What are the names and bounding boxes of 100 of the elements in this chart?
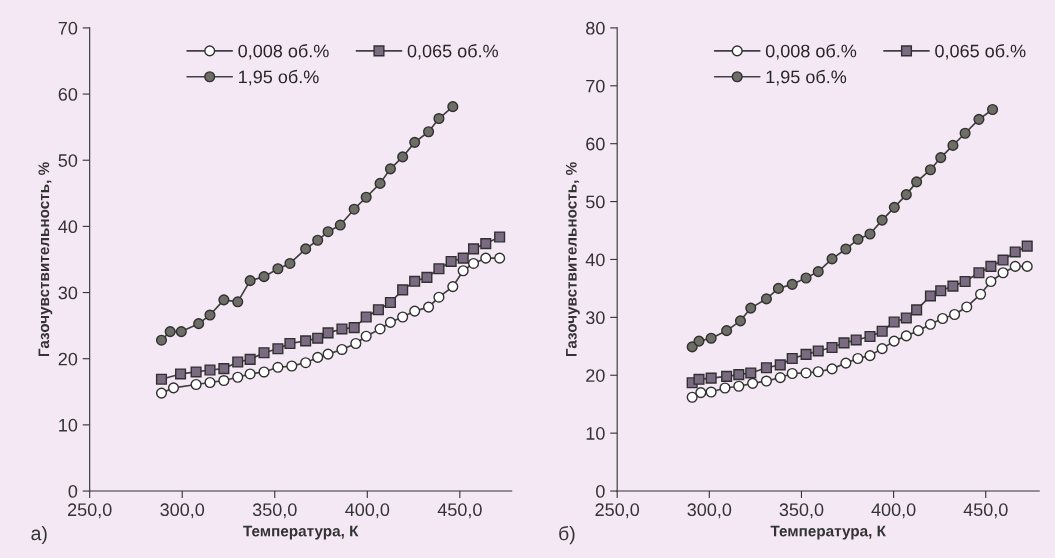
point (284, 257, 296, 269)
y-tick-label: 70 (586, 79, 605, 93)
x-axis-title: Температура, К (243, 525, 359, 540)
x-tick-label: 300,0 (687, 503, 732, 519)
point (800, 272, 812, 284)
point (348, 322, 360, 334)
point (155, 373, 168, 385)
point (480, 252, 492, 264)
point (745, 367, 757, 379)
x-tick-label: 450,0 (437, 503, 482, 519)
point (973, 267, 985, 279)
point (937, 312, 949, 325)
point (772, 282, 784, 294)
point (734, 315, 747, 327)
point (1021, 240, 1033, 252)
point (985, 275, 997, 288)
point (457, 252, 469, 264)
point (312, 351, 324, 363)
point (760, 293, 772, 305)
x-tick-label: 450,0 (963, 503, 1008, 519)
point (852, 352, 864, 365)
point (812, 266, 824, 278)
point (888, 201, 900, 213)
x-tick-label: 350,0 (252, 503, 297, 519)
point (876, 343, 888, 355)
point (447, 281, 459, 293)
point (494, 231, 506, 243)
point (888, 316, 900, 328)
point (1009, 246, 1021, 258)
x-axis-title: Температура, К (770, 525, 886, 540)
point (786, 278, 798, 290)
y-tick-label: 0 (68, 484, 78, 498)
point (911, 176, 923, 188)
point (786, 367, 798, 380)
point (360, 311, 372, 323)
point (947, 280, 959, 292)
point (244, 368, 256, 380)
point (733, 369, 745, 381)
legend-label: 1,95 об.% (766, 69, 847, 86)
point (812, 345, 824, 357)
point (300, 335, 312, 347)
x-tick-label: 300,0 (160, 503, 205, 519)
point (721, 325, 733, 337)
point (284, 337, 296, 350)
point (693, 335, 705, 347)
point (693, 373, 705, 385)
point (258, 366, 270, 378)
point (384, 296, 396, 309)
point (747, 377, 759, 389)
point (350, 337, 362, 350)
point (374, 323, 386, 335)
legend-label: 1,95 об.% (239, 69, 319, 86)
point (433, 291, 445, 303)
point (1021, 260, 1033, 272)
y-tick-label: 40 (585, 253, 605, 267)
point (997, 267, 1009, 279)
y-tick-label: 50 (58, 154, 78, 167)
point (985, 260, 997, 272)
point (423, 301, 435, 313)
point (374, 177, 386, 189)
x-tick-label: 250,0 (67, 503, 112, 519)
y-tick-label: 0 (596, 484, 605, 498)
point (244, 353, 256, 365)
point (397, 284, 409, 296)
text: а) (31, 525, 47, 545)
point (204, 376, 216, 389)
point (334, 219, 346, 231)
point (838, 337, 850, 349)
point (986, 103, 999, 116)
y-tick-label: 40 (58, 220, 78, 234)
y-tick-label: 60 (58, 88, 78, 101)
point (272, 343, 284, 355)
point (218, 374, 230, 387)
point (900, 312, 912, 324)
point (760, 362, 772, 374)
point (705, 386, 717, 398)
point (912, 325, 924, 337)
point (457, 265, 469, 277)
point (360, 330, 372, 342)
point (840, 243, 852, 255)
point (826, 341, 838, 354)
point (924, 290, 937, 302)
point (409, 305, 421, 317)
point (935, 152, 947, 164)
point (924, 318, 937, 330)
legend-label: 0,065 об.% (407, 43, 498, 60)
point (167, 382, 180, 394)
point (900, 189, 912, 201)
y-tick-label: 60 (586, 137, 605, 151)
point (800, 367, 812, 379)
point (409, 136, 421, 148)
point (300, 243, 312, 255)
point (155, 334, 168, 346)
point (760, 375, 772, 387)
point (312, 332, 324, 344)
point (322, 327, 334, 339)
point (876, 214, 888, 226)
text: б) (559, 525, 575, 545)
point (397, 311, 409, 323)
point (190, 378, 202, 391)
